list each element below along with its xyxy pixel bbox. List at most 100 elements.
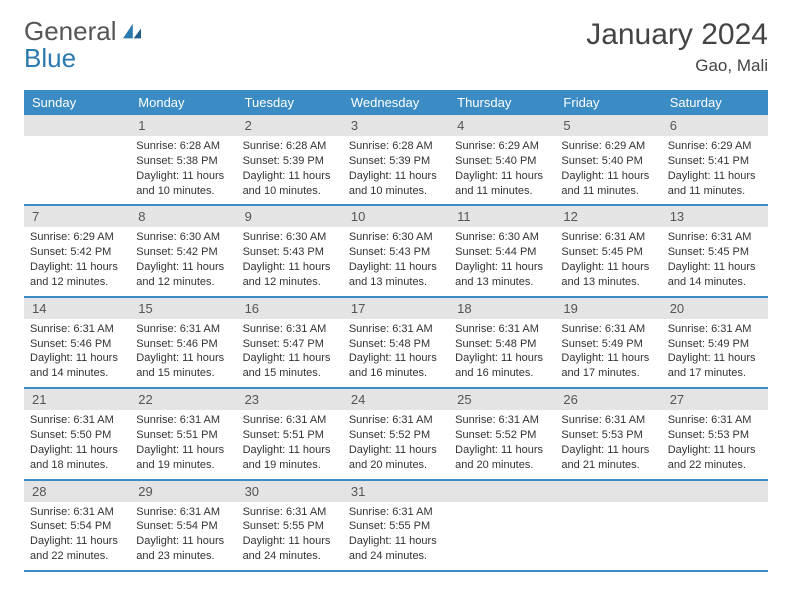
day-content: Sunrise: 6:31 AMSunset: 5:45 PMDaylight:… (555, 227, 661, 295)
day-cell: 11Sunrise: 6:30 AMSunset: 5:44 PMDayligh… (449, 206, 555, 295)
sunrise-text: Sunrise: 6:31 AM (30, 413, 124, 428)
daylight-text: Daylight: 11 hours and 10 minutes. (349, 169, 443, 199)
weekday-mon: Monday (130, 90, 236, 115)
daylight-text: Daylight: 11 hours and 20 minutes. (349, 443, 443, 473)
sunrise-text: Sunrise: 6:31 AM (561, 230, 655, 245)
day-content: Sunrise: 6:29 AMSunset: 5:41 PMDaylight:… (662, 136, 768, 204)
day-cell: 9Sunrise: 6:30 AMSunset: 5:43 PMDaylight… (237, 206, 343, 295)
day-number (555, 481, 661, 502)
day-cell: 28Sunrise: 6:31 AMSunset: 5:54 PMDayligh… (24, 481, 130, 570)
day-cell (555, 481, 661, 570)
day-cell: 13Sunrise: 6:31 AMSunset: 5:45 PMDayligh… (662, 206, 768, 295)
day-content: Sunrise: 6:31 AMSunset: 5:53 PMDaylight:… (555, 410, 661, 478)
sunset-text: Sunset: 5:48 PM (349, 337, 443, 352)
week-row: 1Sunrise: 6:28 AMSunset: 5:38 PMDaylight… (24, 115, 768, 206)
daylight-text: Daylight: 11 hours and 16 minutes. (455, 351, 549, 381)
sunrise-text: Sunrise: 6:31 AM (136, 413, 230, 428)
sunset-text: Sunset: 5:46 PM (30, 337, 124, 352)
weekday-fri: Friday (555, 90, 661, 115)
sunrise-text: Sunrise: 6:31 AM (561, 322, 655, 337)
weekday-thu: Thursday (449, 90, 555, 115)
day-number: 6 (662, 115, 768, 136)
logo-text-blue: Blue (24, 43, 76, 73)
sunrise-text: Sunrise: 6:31 AM (30, 505, 124, 520)
day-number: 30 (237, 481, 343, 502)
day-number: 17 (343, 298, 449, 319)
day-number: 28 (24, 481, 130, 502)
sunset-text: Sunset: 5:40 PM (561, 154, 655, 169)
sunrise-text: Sunrise: 6:31 AM (349, 413, 443, 428)
day-cell: 29Sunrise: 6:31 AMSunset: 5:54 PMDayligh… (130, 481, 236, 570)
sunrise-text: Sunrise: 6:31 AM (30, 322, 124, 337)
day-content: Sunrise: 6:31 AMSunset: 5:53 PMDaylight:… (662, 410, 768, 478)
day-cell: 16Sunrise: 6:31 AMSunset: 5:47 PMDayligh… (237, 298, 343, 387)
day-number: 29 (130, 481, 236, 502)
title-block: January 2024 Gao, Mali (586, 18, 768, 76)
day-content: Sunrise: 6:30 AMSunset: 5:43 PMDaylight:… (237, 227, 343, 295)
day-content: Sunrise: 6:31 AMSunset: 5:45 PMDaylight:… (662, 227, 768, 295)
week-row: 28Sunrise: 6:31 AMSunset: 5:54 PMDayligh… (24, 481, 768, 572)
sunset-text: Sunset: 5:45 PM (668, 245, 762, 260)
location-label: Gao, Mali (586, 56, 768, 76)
day-cell: 10Sunrise: 6:30 AMSunset: 5:43 PMDayligh… (343, 206, 449, 295)
daylight-text: Daylight: 11 hours and 16 minutes. (349, 351, 443, 381)
sunset-text: Sunset: 5:49 PM (668, 337, 762, 352)
sunset-text: Sunset: 5:42 PM (30, 245, 124, 260)
day-number: 9 (237, 206, 343, 227)
day-cell: 6Sunrise: 6:29 AMSunset: 5:41 PMDaylight… (662, 115, 768, 204)
day-number: 14 (24, 298, 130, 319)
sunrise-text: Sunrise: 6:29 AM (561, 139, 655, 154)
daylight-text: Daylight: 11 hours and 21 minutes. (561, 443, 655, 473)
day-cell: 21Sunrise: 6:31 AMSunset: 5:50 PMDayligh… (24, 389, 130, 478)
day-number: 8 (130, 206, 236, 227)
day-content: Sunrise: 6:31 AMSunset: 5:55 PMDaylight:… (237, 502, 343, 570)
daylight-text: Daylight: 11 hours and 14 minutes. (668, 260, 762, 290)
day-content: Sunrise: 6:31 AMSunset: 5:48 PMDaylight:… (449, 319, 555, 387)
header: GeneralBlue January 2024 Gao, Mali (24, 18, 768, 76)
day-content: Sunrise: 6:31 AMSunset: 5:49 PMDaylight:… (662, 319, 768, 387)
day-cell (24, 115, 130, 204)
sunrise-text: Sunrise: 6:28 AM (136, 139, 230, 154)
daylight-text: Daylight: 11 hours and 22 minutes. (668, 443, 762, 473)
day-number: 24 (343, 389, 449, 410)
day-content: Sunrise: 6:30 AMSunset: 5:42 PMDaylight:… (130, 227, 236, 295)
sunset-text: Sunset: 5:52 PM (349, 428, 443, 443)
daylight-text: Daylight: 11 hours and 19 minutes. (243, 443, 337, 473)
day-content: Sunrise: 6:31 AMSunset: 5:49 PMDaylight:… (555, 319, 661, 387)
daylight-text: Daylight: 11 hours and 13 minutes. (455, 260, 549, 290)
sunset-text: Sunset: 5:53 PM (668, 428, 762, 443)
sunset-text: Sunset: 5:39 PM (243, 154, 337, 169)
day-number: 13 (662, 206, 768, 227)
day-content: Sunrise: 6:31 AMSunset: 5:48 PMDaylight:… (343, 319, 449, 387)
sunset-text: Sunset: 5:41 PM (668, 154, 762, 169)
sunrise-text: Sunrise: 6:29 AM (455, 139, 549, 154)
day-number: 5 (555, 115, 661, 136)
sunset-text: Sunset: 5:55 PM (349, 519, 443, 534)
sunset-text: Sunset: 5:53 PM (561, 428, 655, 443)
daylight-text: Daylight: 11 hours and 13 minutes. (561, 260, 655, 290)
day-cell: 23Sunrise: 6:31 AMSunset: 5:51 PMDayligh… (237, 389, 343, 478)
day-cell: 7Sunrise: 6:29 AMSunset: 5:42 PMDaylight… (24, 206, 130, 295)
daylight-text: Daylight: 11 hours and 10 minutes. (243, 169, 337, 199)
day-content: Sunrise: 6:30 AMSunset: 5:44 PMDaylight:… (449, 227, 555, 295)
day-content: Sunrise: 6:31 AMSunset: 5:50 PMDaylight:… (24, 410, 130, 478)
day-cell: 18Sunrise: 6:31 AMSunset: 5:48 PMDayligh… (449, 298, 555, 387)
sunrise-text: Sunrise: 6:29 AM (30, 230, 124, 245)
day-cell: 8Sunrise: 6:30 AMSunset: 5:42 PMDaylight… (130, 206, 236, 295)
daylight-text: Daylight: 11 hours and 19 minutes. (136, 443, 230, 473)
day-cell (449, 481, 555, 570)
day-content: Sunrise: 6:31 AMSunset: 5:54 PMDaylight:… (24, 502, 130, 570)
daylight-text: Daylight: 11 hours and 12 minutes. (243, 260, 337, 290)
daylight-text: Daylight: 11 hours and 13 minutes. (349, 260, 443, 290)
day-cell: 20Sunrise: 6:31 AMSunset: 5:49 PMDayligh… (662, 298, 768, 387)
daylight-text: Daylight: 11 hours and 23 minutes. (136, 534, 230, 564)
daylight-text: Daylight: 11 hours and 15 minutes. (243, 351, 337, 381)
week-row: 14Sunrise: 6:31 AMSunset: 5:46 PMDayligh… (24, 298, 768, 389)
day-number: 20 (662, 298, 768, 319)
daylight-text: Daylight: 11 hours and 10 minutes. (136, 169, 230, 199)
sunset-text: Sunset: 5:43 PM (243, 245, 337, 260)
day-content: Sunrise: 6:31 AMSunset: 5:51 PMDaylight:… (130, 410, 236, 478)
sunset-text: Sunset: 5:45 PM (561, 245, 655, 260)
logo: GeneralBlue (24, 18, 144, 73)
daylight-text: Daylight: 11 hours and 24 minutes. (243, 534, 337, 564)
